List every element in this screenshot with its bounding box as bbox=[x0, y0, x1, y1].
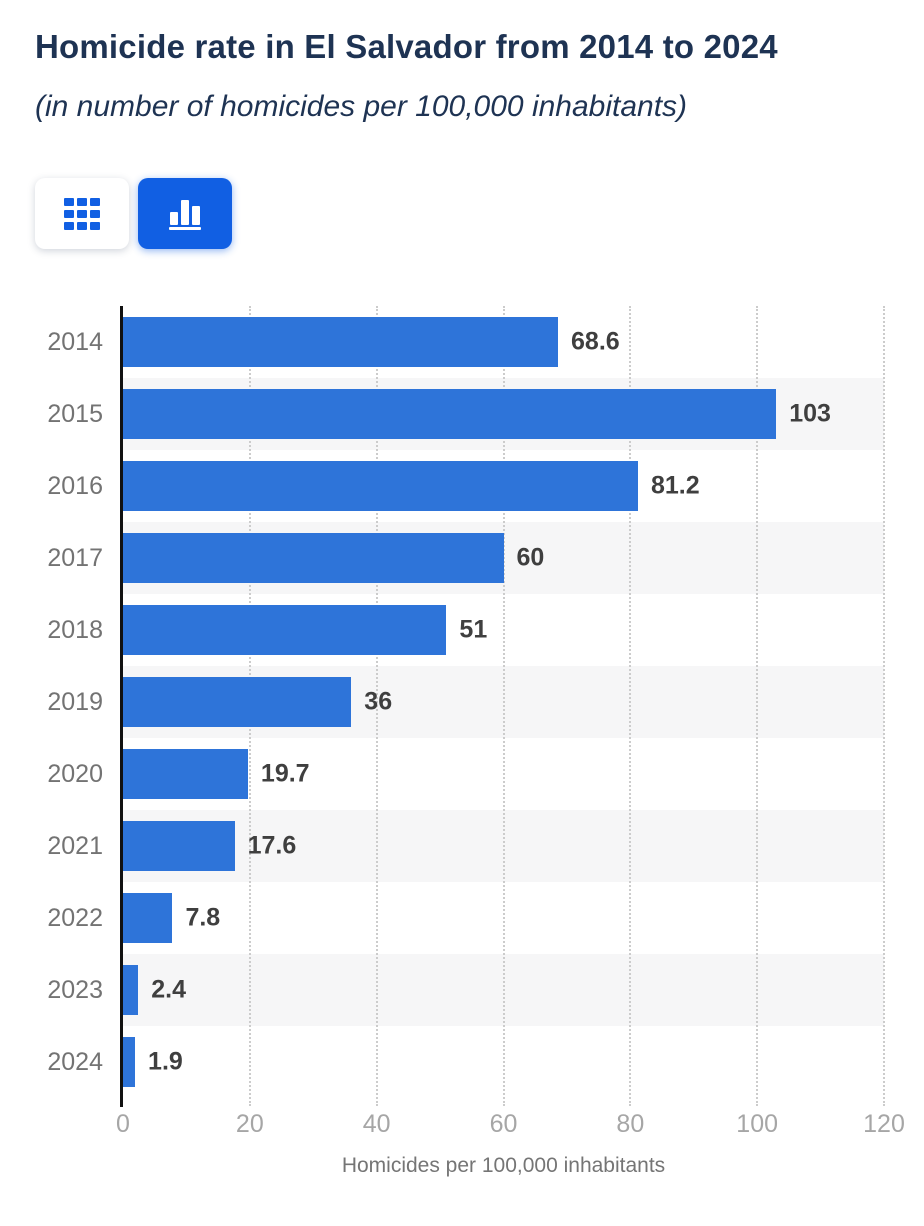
view-toggle-toolbar bbox=[35, 178, 924, 249]
tick-label-120: 120 bbox=[863, 1110, 905, 1138]
row-plot: 19.7 bbox=[123, 738, 884, 810]
bar-row-2020: 2020 19.7 bbox=[0, 738, 884, 810]
bar-row-2018: 2018 51 bbox=[0, 594, 884, 666]
row-plot: 2.4 bbox=[123, 954, 884, 1026]
value-label: 19.7 bbox=[260, 759, 310, 788]
page-title: Homicide rate in El Salvador from 2014 t… bbox=[35, 28, 778, 65]
value-label: 81.2 bbox=[650, 471, 700, 500]
year-label: 2017 bbox=[47, 544, 103, 572]
year-label: 2016 bbox=[47, 472, 103, 500]
bar-2023[interactable] bbox=[123, 965, 139, 1015]
bar-row-2015: 2015 103 bbox=[0, 378, 884, 450]
bar-row-2023: 2023 2.4 bbox=[0, 954, 884, 1026]
chart-view-button[interactable] bbox=[138, 178, 232, 249]
x-axis-title: Homicides per 100,000 inhabitants bbox=[341, 1154, 666, 1177]
row-plot: 68.6 bbox=[123, 306, 884, 378]
row-plot: 36 bbox=[123, 666, 884, 738]
bar-row-2024: 2024 1.9 bbox=[0, 1026, 884, 1098]
bar-row-2022: 2022 7.8 bbox=[0, 882, 884, 954]
year-label: 2021 bbox=[47, 832, 103, 860]
tick-label-40: 40 bbox=[362, 1110, 391, 1138]
bar-2022[interactable] bbox=[123, 893, 173, 943]
row-plot: 60 bbox=[123, 522, 884, 594]
value-label: 2.4 bbox=[151, 975, 186, 1004]
bar-rows: 2014 68.6 2015 103 2016 81.2 2017 60 2018 51 2019 3… bbox=[0, 306, 884, 1098]
bar-chart-icon bbox=[167, 196, 203, 232]
year-label: 2023 bbox=[47, 976, 103, 1004]
tick-label-0: 0 bbox=[116, 1110, 130, 1138]
tick-label-60: 60 bbox=[489, 1110, 518, 1138]
bar-2018[interactable] bbox=[123, 605, 447, 655]
value-label: 1.9 bbox=[148, 1047, 183, 1076]
grid-icon bbox=[63, 197, 101, 231]
tick-label-20: 20 bbox=[235, 1110, 264, 1138]
bar-2014[interactable] bbox=[123, 317, 559, 367]
value-label: 36 bbox=[364, 687, 393, 716]
bar-2020[interactable] bbox=[123, 749, 248, 799]
row-plot: 1.9 bbox=[123, 1026, 884, 1098]
bar-2015[interactable] bbox=[123, 389, 777, 439]
year-label: 2014 bbox=[47, 328, 103, 356]
bar-2019[interactable] bbox=[123, 677, 352, 727]
year-label: 2020 bbox=[47, 760, 103, 788]
row-plot: 81.2 bbox=[123, 450, 884, 522]
row-plot: 7.8 bbox=[123, 882, 884, 954]
y-axis-line bbox=[120, 306, 123, 1107]
value-label: 103 bbox=[789, 399, 831, 428]
row-plot: 17.6 bbox=[123, 810, 884, 882]
year-label: 2015 bbox=[47, 400, 103, 428]
bar-row-2017: 2017 60 bbox=[0, 522, 884, 594]
bar-2024[interactable] bbox=[123, 1037, 136, 1087]
bar-row-2016: 2016 81.2 bbox=[0, 450, 884, 522]
tick-label-80: 80 bbox=[616, 1110, 645, 1138]
bar-row-2021: 2021 17.6 bbox=[0, 810, 884, 882]
value-label: 51 bbox=[459, 615, 488, 644]
year-label: 2019 bbox=[47, 688, 103, 716]
x-axis-ticks: 0 20 40 60 80 100 120 bbox=[116, 1098, 905, 1140]
bar-row-2014: 2014 68.6 bbox=[0, 306, 884, 378]
tick-label-100: 100 bbox=[736, 1110, 779, 1138]
value-label: 60 bbox=[516, 543, 545, 572]
bar-chart: 2014 68.6 2015 103 2016 81.2 2017 60 2018 51 2019 3… bbox=[0, 306, 924, 1178]
value-label: 7.8 bbox=[185, 903, 221, 932]
bar-2016[interactable] bbox=[123, 461, 638, 511]
bar-row-2019: 2019 36 bbox=[0, 666, 884, 738]
year-label: 2024 bbox=[47, 1048, 103, 1076]
bar-2017[interactable] bbox=[123, 533, 504, 583]
row-plot: 51 bbox=[123, 594, 884, 666]
table-view-button[interactable] bbox=[35, 178, 129, 249]
row-plot: 103 bbox=[123, 378, 884, 450]
year-label: 2018 bbox=[47, 616, 103, 644]
value-label: 68.6 bbox=[571, 327, 620, 356]
bar-2021[interactable] bbox=[123, 821, 235, 871]
year-label: 2022 bbox=[47, 904, 103, 932]
page-subtitle: (in number of homicides per 100,000 inha… bbox=[35, 90, 688, 123]
value-label: 17.6 bbox=[247, 831, 297, 860]
